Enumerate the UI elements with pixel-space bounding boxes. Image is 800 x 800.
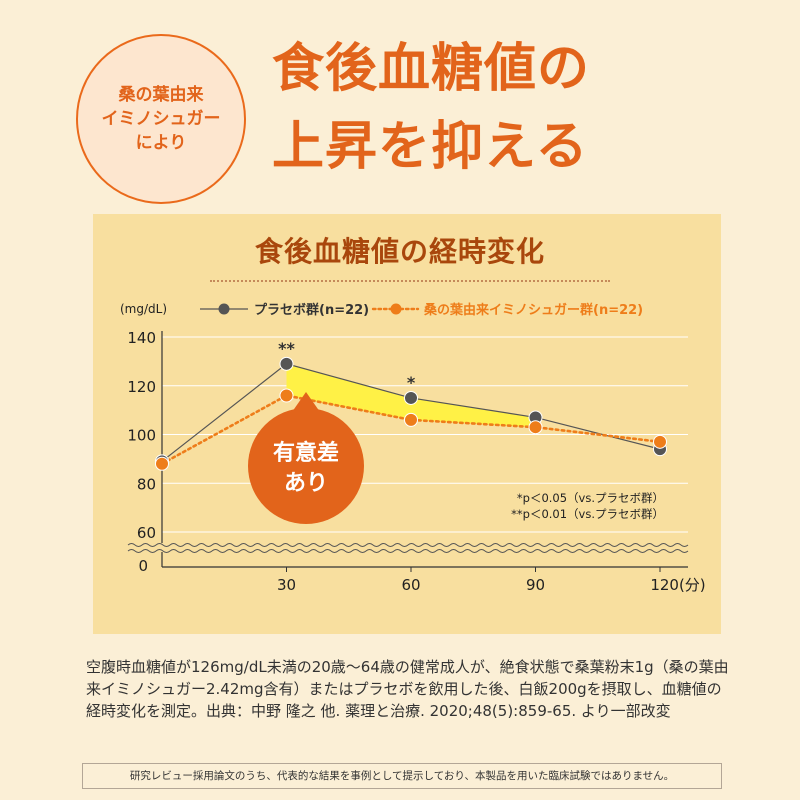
placebo-point-30 bbox=[279, 356, 294, 371]
y-tick-label: 140 bbox=[127, 329, 156, 347]
headline-line-1: 食後血糖値の bbox=[272, 39, 591, 99]
badge-line-3: により bbox=[135, 133, 187, 153]
treatment-point-30 bbox=[279, 388, 294, 403]
callout-line-2: あり bbox=[284, 471, 328, 496]
legend-placebo-label: プラセボ群(n=22) bbox=[254, 302, 369, 318]
legend-treatment-marker bbox=[390, 303, 402, 315]
callout-pointer bbox=[292, 392, 320, 412]
difference-area bbox=[286, 363, 536, 428]
x-tick-label: 90 bbox=[526, 576, 545, 594]
x-tick-label: 60 bbox=[401, 576, 420, 594]
placebo-point-60 bbox=[404, 390, 418, 405]
chart-title: 食後血糖値の経時変化 bbox=[254, 235, 545, 268]
legend-treatment-label: 桑の葉由来イミノシュガー群(n=22) bbox=[423, 302, 643, 318]
title-underline bbox=[210, 280, 610, 282]
treatment-point-60 bbox=[404, 412, 418, 427]
callout-bubble bbox=[248, 408, 364, 524]
study-description: 空腹時血糖値が126mg/dL未満の20歳～64歳の健常成人が、絶食状態で桑葉粉… bbox=[86, 658, 729, 720]
legend-placebo-marker bbox=[218, 303, 230, 315]
headline-line-2: 上昇を抑える bbox=[272, 117, 589, 177]
axis-break-wave-top bbox=[127, 543, 689, 547]
axis-break-wave-bottom bbox=[127, 549, 689, 553]
p-value-note-1: *p＜0.05（vs.プラセボ群） bbox=[517, 491, 664, 505]
x-tick-label: 120(分) bbox=[650, 576, 705, 594]
treatment-point-0 bbox=[155, 456, 169, 471]
badge-line-1: 桑の葉由来 bbox=[118, 85, 204, 105]
y-zero-label: 0 bbox=[138, 557, 148, 575]
badge-line-2: イミノシュガー bbox=[101, 109, 221, 129]
significance-mark: ** bbox=[278, 339, 295, 358]
axis-break-band bbox=[128, 543, 688, 552]
claim-badge: 桑の葉由来 イミノシュガー により bbox=[76, 34, 246, 204]
p-value-note-2: **p＜0.01（vs.プラセボ群） bbox=[511, 507, 664, 521]
significance-mark: * bbox=[407, 373, 416, 392]
y-tick-label: 120 bbox=[127, 378, 156, 396]
treatment-point-120 bbox=[653, 434, 667, 449]
y-tick-label: 100 bbox=[127, 427, 156, 445]
y-axis-unit: (mg/dL) bbox=[120, 302, 167, 316]
treatment-point-90 bbox=[528, 420, 543, 435]
y-tick-label: 60 bbox=[137, 524, 156, 542]
headline: 食後血糖値の 上昇を抑える bbox=[272, 30, 590, 186]
callout-line-1: 有意差 bbox=[273, 440, 339, 466]
x-tick-label: 30 bbox=[277, 576, 296, 594]
disclaimer-footnote: 研究レビュー採用論文のうち、代表的な結果を事例として提示しており、本製品を用いた… bbox=[82, 763, 722, 789]
y-tick-label: 80 bbox=[137, 475, 156, 493]
